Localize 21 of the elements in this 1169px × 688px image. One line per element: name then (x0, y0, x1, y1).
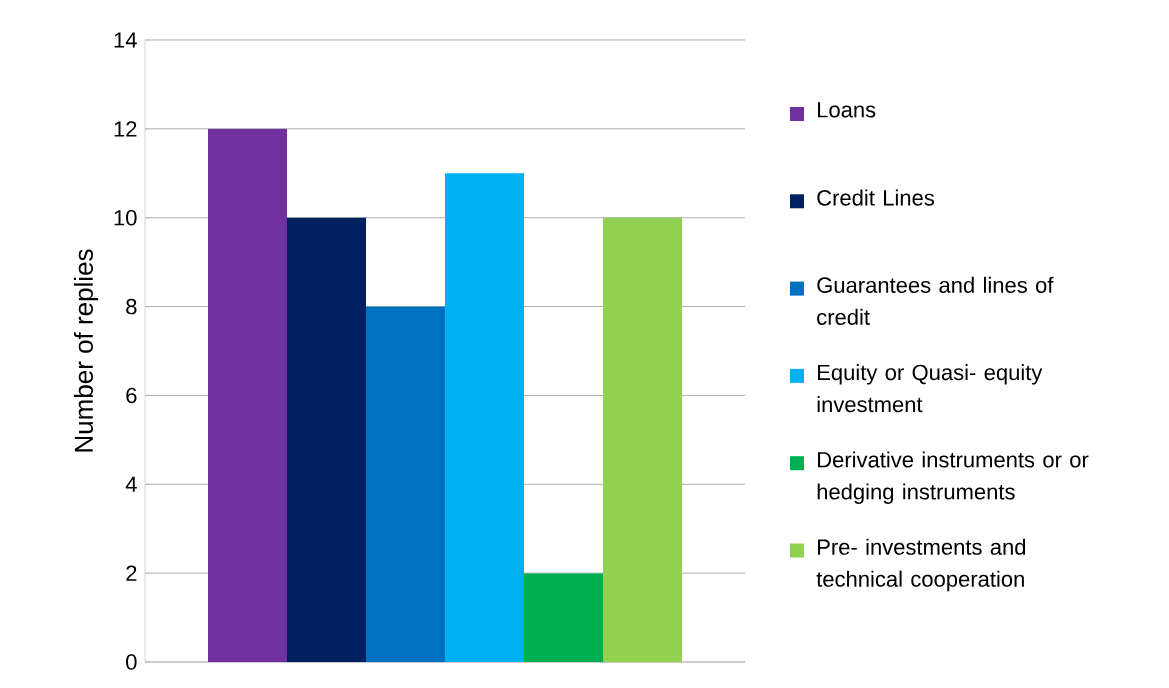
bar (603, 217, 683, 662)
legend-label: Derivative instruments or or hedging instruments (817, 451, 1089, 504)
y-tick-label: 2 (126, 565, 137, 581)
legend-label: Credit Lines (817, 189, 934, 206)
legend-label: Loans (818, 102, 876, 118)
bar (208, 128, 288, 662)
y-tick-label: 6 (126, 387, 137, 404)
y-tick-label: 12 (114, 121, 137, 137)
bar (287, 217, 367, 662)
y-tick-label: 14 (114, 32, 137, 48)
bar (445, 173, 525, 662)
bar (366, 306, 446, 662)
legend-label: Equity or Quasi- equity investment (817, 364, 1043, 413)
legend-label: Pre- investments and technical cooperation (816, 538, 1026, 592)
y-axis-title: Number of replies (73, 249, 99, 452)
legend-label: Guarantees and lines of credit (817, 276, 1054, 325)
y-tick-label: 8 (126, 298, 137, 315)
y-tick-label: 4 (125, 476, 137, 492)
y-tick-label: 10 (114, 209, 137, 226)
y-tick-label: 0 (126, 654, 137, 670)
bar (524, 573, 604, 662)
